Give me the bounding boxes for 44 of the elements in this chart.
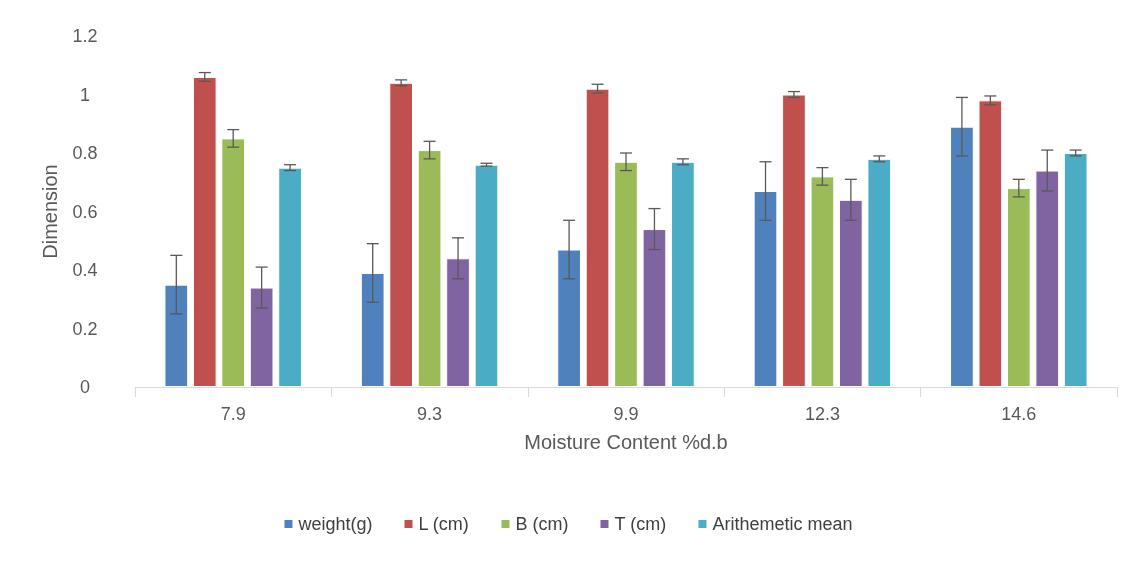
bar bbox=[642, 229, 667, 387]
bar bbox=[614, 161, 638, 387]
bar bbox=[389, 82, 414, 387]
bar bbox=[446, 258, 470, 387]
bar bbox=[671, 161, 695, 387]
y-tick-label: 0.8 bbox=[72, 143, 98, 163]
y-tick-label: 0.2 bbox=[72, 318, 98, 339]
bar bbox=[867, 158, 892, 387]
legend-label: B (cm) bbox=[515, 514, 569, 534]
bar bbox=[417, 150, 442, 387]
y-axis-title: Dimension bbox=[39, 164, 61, 259]
bar bbox=[950, 126, 974, 387]
bar bbox=[221, 138, 246, 387]
legend-label: T (cm) bbox=[614, 514, 667, 534]
legend-label: Arithemetic mean bbox=[712, 514, 853, 534]
y-tick-label: 1 bbox=[79, 84, 91, 105]
legend-label: weight(g) bbox=[297, 514, 373, 534]
bar bbox=[249, 287, 274, 387]
bar bbox=[192, 76, 217, 387]
x-axis-title: Moisture Content %d.b bbox=[524, 431, 728, 453]
bar bbox=[810, 176, 835, 387]
bar bbox=[585, 88, 610, 387]
bar bbox=[278, 167, 302, 387]
x-tick-label: 9.9 bbox=[613, 404, 639, 424]
y-tick-label: 1.2 bbox=[72, 26, 98, 46]
bar bbox=[360, 272, 385, 387]
x-tick-label: 12.3 bbox=[804, 404, 840, 424]
bar bbox=[1035, 170, 1060, 387]
bar bbox=[557, 249, 581, 387]
bar bbox=[164, 284, 189, 387]
bar bbox=[753, 191, 778, 387]
y-tick-label: 0.4 bbox=[72, 260, 98, 280]
x-tick-label: 14.6 bbox=[1001, 404, 1037, 424]
y-tick-label: 0 bbox=[79, 377, 91, 397]
x-tick-label: 7.9 bbox=[220, 404, 246, 424]
bar bbox=[474, 164, 499, 387]
legend-label: L (cm) bbox=[418, 514, 469, 534]
bar bbox=[978, 100, 1003, 387]
bar bbox=[782, 94, 806, 387]
x-tick-label: 9.3 bbox=[417, 404, 443, 424]
bar bbox=[838, 199, 863, 387]
bar bbox=[1063, 153, 1088, 387]
bar bbox=[1006, 188, 1031, 387]
y-tick-label: 0.6 bbox=[72, 201, 98, 222]
